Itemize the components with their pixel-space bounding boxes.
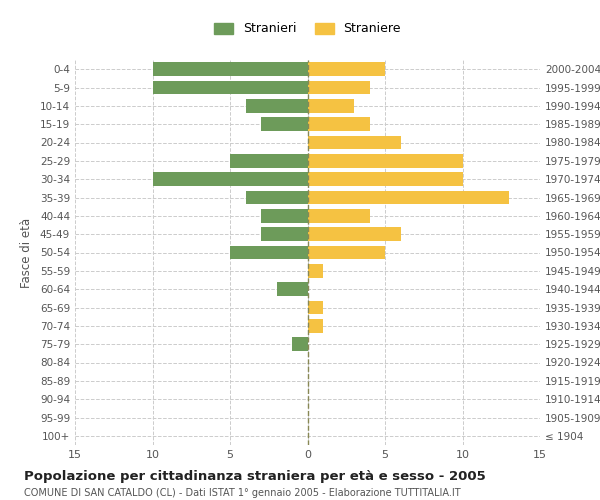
Y-axis label: Fasce di età: Fasce di età <box>20 218 33 288</box>
Bar <box>245 99 308 112</box>
Bar <box>152 80 308 94</box>
Bar <box>308 118 370 131</box>
Bar <box>308 136 401 149</box>
Bar <box>308 190 509 204</box>
Bar <box>277 282 308 296</box>
Bar <box>308 99 354 112</box>
Bar <box>308 300 323 314</box>
Bar <box>308 80 370 94</box>
Bar <box>230 154 308 168</box>
Bar <box>308 209 370 222</box>
Bar <box>152 172 308 186</box>
Bar <box>308 172 463 186</box>
Bar <box>308 154 463 168</box>
Y-axis label: Anni di nascita: Anni di nascita <box>596 209 600 296</box>
Bar <box>245 190 308 204</box>
Bar <box>308 264 323 278</box>
Bar <box>308 319 323 332</box>
Bar <box>261 118 308 131</box>
Bar <box>261 209 308 222</box>
Bar <box>308 62 385 76</box>
Text: Popolazione per cittadinanza straniera per età e sesso - 2005: Popolazione per cittadinanza straniera p… <box>24 470 486 483</box>
Bar <box>308 228 401 241</box>
Legend: Stranieri, Straniere: Stranieri, Straniere <box>208 16 407 42</box>
Bar <box>152 62 308 76</box>
Bar <box>308 246 385 260</box>
Bar <box>261 228 308 241</box>
Bar <box>230 246 308 260</box>
Bar <box>292 338 308 351</box>
Text: COMUNE DI SAN CATALDO (CL) - Dati ISTAT 1° gennaio 2005 - Elaborazione TUTTITALI: COMUNE DI SAN CATALDO (CL) - Dati ISTAT … <box>24 488 461 498</box>
